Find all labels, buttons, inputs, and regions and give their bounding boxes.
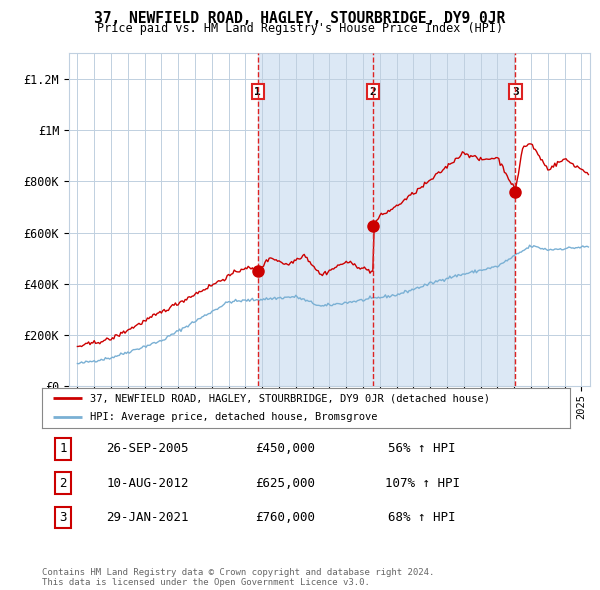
- Text: 10-AUG-2012: 10-AUG-2012: [106, 477, 189, 490]
- Text: 3: 3: [512, 87, 519, 97]
- Text: 3: 3: [59, 511, 67, 524]
- Text: £450,000: £450,000: [255, 442, 315, 455]
- Text: £625,000: £625,000: [255, 477, 315, 490]
- Bar: [257, 53, 515, 386]
- Text: 56% ↑ HPI: 56% ↑ HPI: [388, 442, 456, 455]
- Text: Contains HM Land Registry data © Crown copyright and database right 2024.
This d: Contains HM Land Registry data © Crown c…: [42, 568, 434, 587]
- Text: 37, NEWFIELD ROAD, HAGLEY, STOURBRIDGE, DY9 0JR (detached house): 37, NEWFIELD ROAD, HAGLEY, STOURBRIDGE, …: [89, 394, 490, 404]
- Text: Price paid vs. HM Land Registry's House Price Index (HPI): Price paid vs. HM Land Registry's House …: [97, 22, 503, 35]
- Text: 107% ↑ HPI: 107% ↑ HPI: [385, 477, 460, 490]
- Text: 26-SEP-2005: 26-SEP-2005: [106, 442, 189, 455]
- Text: £760,000: £760,000: [255, 511, 315, 524]
- Text: 29-JAN-2021: 29-JAN-2021: [106, 511, 189, 524]
- Text: 1: 1: [254, 87, 261, 97]
- Text: 68% ↑ HPI: 68% ↑ HPI: [388, 511, 456, 524]
- Text: 37, NEWFIELD ROAD, HAGLEY, STOURBRIDGE, DY9 0JR: 37, NEWFIELD ROAD, HAGLEY, STOURBRIDGE, …: [94, 11, 506, 25]
- Text: HPI: Average price, detached house, Bromsgrove: HPI: Average price, detached house, Brom…: [89, 412, 377, 422]
- Text: 2: 2: [370, 87, 377, 97]
- Text: 1: 1: [59, 442, 67, 455]
- Text: 2: 2: [59, 477, 67, 490]
